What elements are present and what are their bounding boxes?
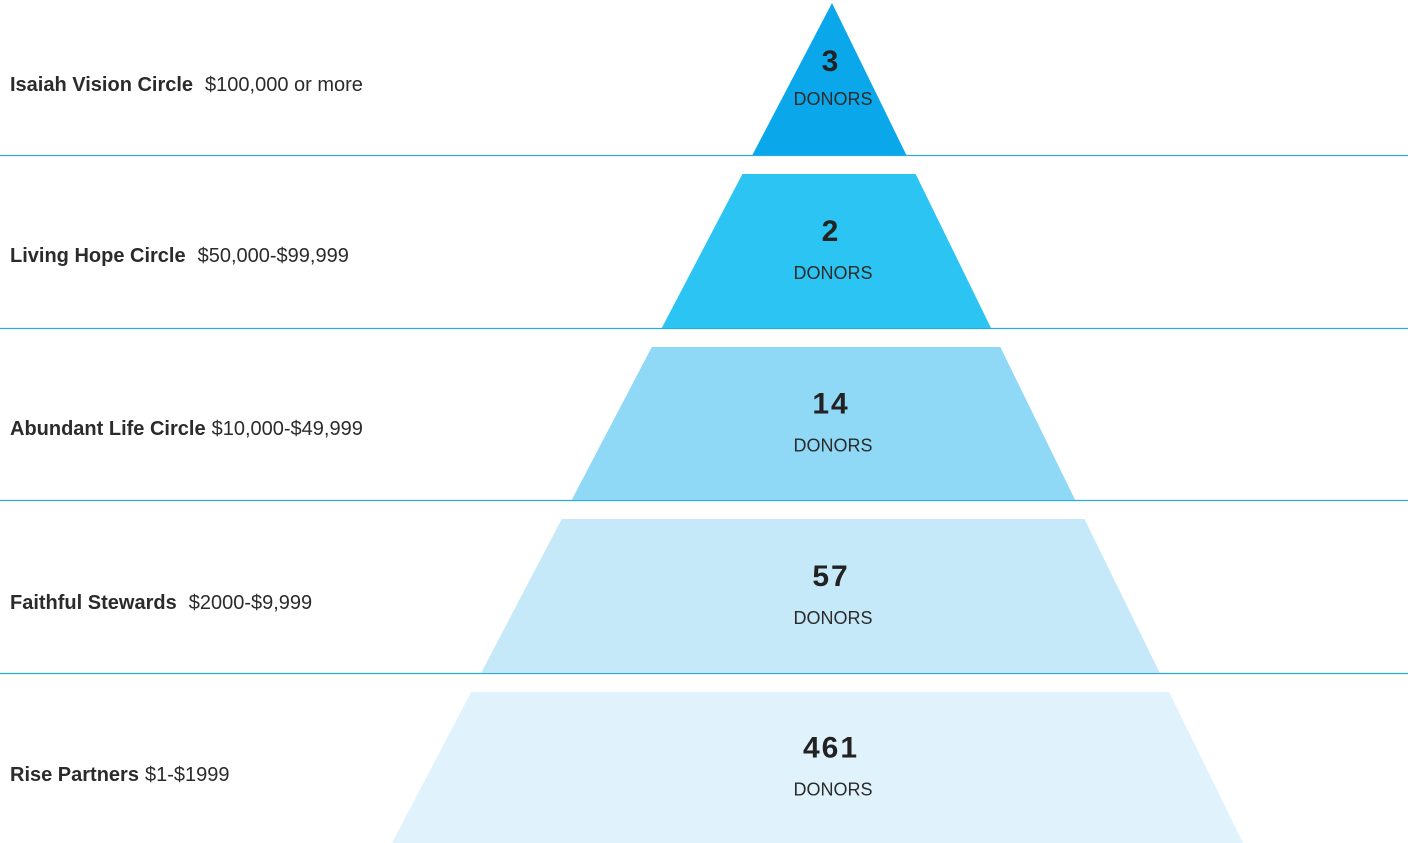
tier: 461 DONORS Rise Partners $1-$1999 bbox=[10, 692, 1243, 843]
tier-name: Isaiah Vision Circle bbox=[10, 74, 193, 96]
donor-count: 3 bbox=[822, 45, 841, 78]
tier-label: Living Hope Circle $50,000-$99,999 bbox=[10, 245, 349, 267]
donor-unit: DONORS bbox=[793, 263, 872, 283]
tier: 2 DONORS Living Hope Circle $50,000-$99,999 bbox=[10, 174, 992, 328]
donor-unit: DONORS bbox=[793, 435, 872, 455]
tier-shape bbox=[392, 692, 1243, 843]
tier-label: Isaiah Vision Circle $100,000 or more bbox=[10, 74, 363, 96]
tier-label: Faithful Stewards $2000-$9,999 bbox=[10, 592, 312, 614]
donor-unit: DONORS bbox=[793, 779, 872, 799]
tier-range: $100,000 or more bbox=[205, 74, 363, 96]
donor-count: 2 bbox=[822, 215, 841, 248]
tier-shape bbox=[481, 519, 1160, 673]
tier-name: Faithful Stewards bbox=[10, 592, 177, 614]
tier: 14 DONORS Abundant Life Circle $10,000-$49,… bbox=[10, 347, 1076, 500]
tier-name: Rise Partners bbox=[10, 764, 139, 786]
tier-name: Abundant Life Circle bbox=[10, 418, 206, 440]
donor-count: 14 bbox=[812, 387, 849, 420]
tier-range: $2000-$9,999 bbox=[189, 592, 312, 614]
tier-shape bbox=[752, 3, 907, 155]
tier-name: Living Hope Circle bbox=[10, 245, 186, 267]
tier-shape bbox=[571, 347, 1076, 500]
tier-range: $1-$1999 bbox=[145, 764, 230, 786]
tier: 57 DONORS Faithful Stewards $2000-$9,999 bbox=[10, 519, 1160, 673]
tier: 3 DONORS Isaiah Vision Circle $100,000 or m… bbox=[10, 3, 907, 155]
tier-label: Abundant Life Circle $10,000-$49,999 bbox=[10, 418, 363, 440]
donor-count: 461 bbox=[803, 731, 859, 764]
tier-range: $10,000-$49,999 bbox=[212, 418, 363, 440]
donor-unit: DONORS bbox=[793, 89, 872, 109]
donor-count: 57 bbox=[812, 560, 849, 593]
tier-label: Rise Partners $1-$1999 bbox=[10, 764, 230, 786]
tier-shape bbox=[661, 174, 992, 328]
tier-range: $50,000-$99,999 bbox=[198, 245, 349, 267]
donor-unit: DONORS bbox=[793, 608, 872, 628]
